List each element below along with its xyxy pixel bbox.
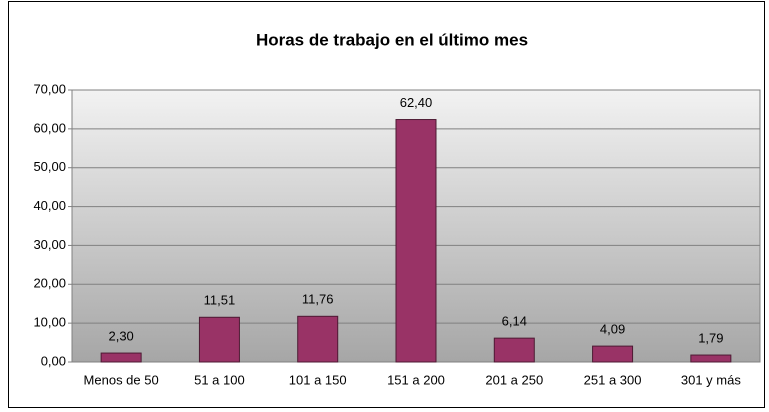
data-label: 11,51 — [204, 293, 236, 308]
x-tick-label: Menos de 50 — [84, 372, 159, 387]
data-label: 62,40 — [400, 95, 433, 110]
y-tick-label: 20,00 — [33, 276, 66, 291]
bar — [690, 354, 732, 363]
bar — [297, 315, 339, 363]
y-tick-label: 10,00 — [33, 315, 66, 330]
y-tick-label: 70,00 — [33, 81, 66, 96]
x-tick-label: 101 a 150 — [289, 372, 347, 387]
y-tick-label: 30,00 — [33, 237, 66, 252]
y-tick-label: 50,00 — [33, 159, 66, 174]
x-tick-label: 201 a 250 — [485, 372, 543, 387]
data-label: 4,09 — [600, 322, 625, 337]
bar — [592, 345, 634, 363]
x-tick-label: 151 a 200 — [387, 372, 445, 387]
data-label: 11,76 — [302, 292, 334, 307]
bar — [395, 119, 437, 363]
data-label: 2,30 — [108, 329, 133, 344]
chart-title: Horas de trabajo en el último mes — [256, 30, 528, 49]
x-tick-label: 301 y más — [681, 372, 741, 387]
bar — [493, 337, 535, 363]
y-tick-label: 40,00 — [33, 198, 66, 213]
x-tick-label: 251 a 300 — [584, 372, 642, 387]
bar — [100, 352, 142, 363]
data-label: 6,14 — [502, 314, 527, 329]
y-tick-label: 0,00 — [41, 353, 66, 368]
bar — [198, 316, 240, 363]
x-tick-label: 51 a 100 — [194, 372, 245, 387]
data-label: 1,79 — [698, 330, 723, 345]
y-tick-label: 60,00 — [33, 120, 66, 135]
